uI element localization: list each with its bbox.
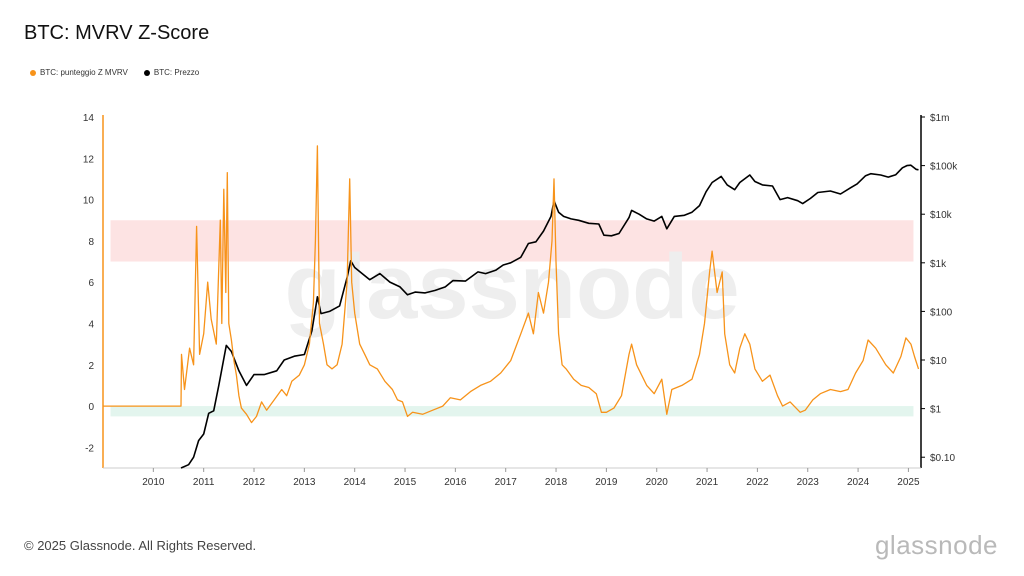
x-tick-label: 2010 — [142, 477, 165, 488]
x-tick-label: 2017 — [495, 477, 518, 488]
x-tick-label: 2019 — [595, 477, 618, 488]
x-tick-label: 2013 — [293, 477, 316, 488]
zscore-series-line — [103, 145, 920, 424]
x-tick-label: 2025 — [897, 477, 920, 488]
y-left-tick-label: 8 — [88, 237, 94, 248]
y-left-tick-label: 0 — [88, 402, 94, 413]
x-tick-label: 2022 — [746, 477, 769, 488]
x-tick-label: 2011 — [193, 477, 215, 488]
legend-item-zscore[interactable]: BTC: punteggio Z MVRV — [30, 68, 128, 77]
x-tick-label: 2015 — [394, 477, 417, 488]
y-left-tick-label: 10 — [83, 196, 95, 207]
x-tick-label: 2024 — [847, 477, 870, 488]
y-axis-right: $1m $100k $10k $1k $100 $10 $1 $0.10 — [921, 113, 958, 464]
y-left-tick-label: -2 — [85, 443, 94, 454]
brand-logo: glassnode — [874, 530, 998, 560]
zone-bands — [110, 220, 914, 417]
y-axis-left: 14 12 10 8 6 4 2 0 -2 — [83, 113, 95, 454]
y-left-tick-label: 12 — [83, 154, 95, 165]
y-left-tick-label: 4 — [88, 319, 94, 330]
legend-swatch-zscore — [30, 69, 36, 76]
y-right-tick-label: $10 — [930, 356, 947, 367]
copyright-text: © 2025 Glassnode. All Rights Reserved. — [24, 538, 257, 553]
y-left-tick-label: 6 — [88, 278, 94, 289]
x-axis: 2010 2011 2012 2013 2014 2015 2016 2017 2018 2019… — [142, 468, 920, 488]
price-series-line — [180, 164, 919, 469]
x-tick-label: 2012 — [243, 477, 266, 488]
legend-item-price[interactable]: BTC: Prezzo — [143, 68, 200, 77]
y-right-tick-label: $100k — [930, 162, 958, 173]
legend-label-zscore: BTC: punteggio Z MVRV — [40, 68, 128, 77]
y-right-tick-label: $100 — [930, 307, 953, 318]
chart-legend: BTC: punteggio Z MVRV BTC: Prezzo — [30, 68, 199, 77]
x-tick-label: 2018 — [545, 477, 568, 488]
legend-label-price: BTC: Prezzo — [153, 68, 200, 77]
chart-title: BTC: MVRV Z-Score — [24, 22, 210, 44]
band-green — [110, 406, 914, 417]
y-left-tick-label: 14 — [83, 113, 95, 124]
y-right-tick-label: $1 — [930, 405, 942, 416]
watermark: glassnode — [284, 236, 739, 338]
y-right-tick-label: $1m — [930, 113, 949, 124]
x-tick-label: 2023 — [797, 477, 820, 488]
x-tick-label: 2014 — [344, 477, 367, 488]
y-right-tick-label: $0.10 — [930, 453, 955, 464]
x-tick-label: 2021 — [696, 477, 719, 488]
y-right-tick-label: $1k — [930, 259, 947, 270]
y-right-tick-label: $10k — [930, 210, 953, 221]
x-tick-label: 2016 — [444, 477, 467, 488]
band-red — [110, 220, 914, 262]
y-left-tick-label: 2 — [88, 361, 94, 372]
legend-swatch-price — [143, 69, 150, 76]
x-tick-label: 2020 — [646, 477, 669, 488]
